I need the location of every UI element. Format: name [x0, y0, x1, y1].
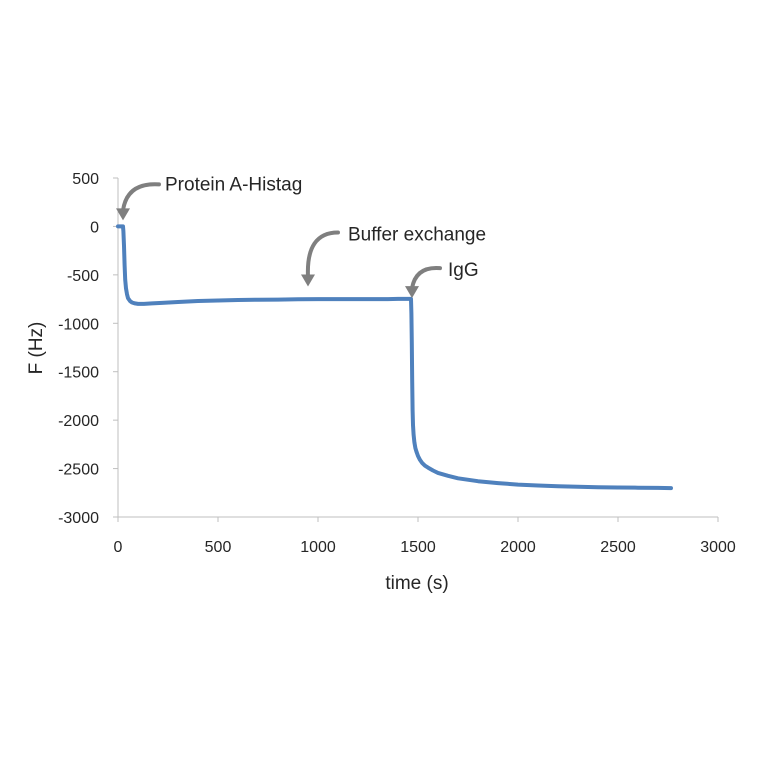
y-tick-label: -2500: [58, 462, 99, 479]
annotation-arrow-shaft: [121, 182, 161, 213]
series-line: [116, 224, 673, 491]
y-axis-title: F (Hz): [26, 322, 47, 375]
x-tick-label: 3000: [700, 539, 736, 556]
y-tick-label: 0: [90, 219, 99, 236]
y-tick-label: -1000: [58, 316, 99, 333]
x-tick-label: 2500: [600, 539, 636, 556]
annotation-arrow-shaft: [410, 266, 442, 291]
y-tick-label: -2000: [58, 413, 99, 430]
annotation-label: Protein A-Histag: [165, 174, 302, 195]
y-tick-label: -1500: [58, 365, 99, 382]
y-tick-label: -3000: [58, 510, 99, 527]
y-tick-label: -500: [67, 268, 99, 285]
annotation-label: Buffer exchange: [348, 225, 486, 246]
annotation-arrow-head: [116, 208, 130, 221]
axes: [113, 177, 719, 522]
x-tick-label: 500: [205, 539, 232, 556]
annotation-arrow-head: [301, 274, 315, 287]
y-tick-label: 500: [72, 171, 99, 188]
annotation-label: IgG: [448, 260, 479, 281]
annotation-arrow-head: [405, 286, 419, 299]
series-layer: [116, 224, 673, 491]
x-tick-label: 1000: [300, 539, 336, 556]
x-tick-label: 0: [114, 539, 123, 556]
x-axis-title: time (s): [385, 573, 448, 594]
x-tick-label: 2000: [500, 539, 536, 556]
annotation-arrow-shaft: [305, 230, 340, 279]
annotations: Protein A-Histag Buffer exchange IgG: [116, 174, 486, 299]
x-tick-label: 1500: [400, 539, 436, 556]
tick-labels: 500 0 -500 -1000 -1500 -2000 -2500 -3000 0 500 100…: [58, 171, 736, 556]
